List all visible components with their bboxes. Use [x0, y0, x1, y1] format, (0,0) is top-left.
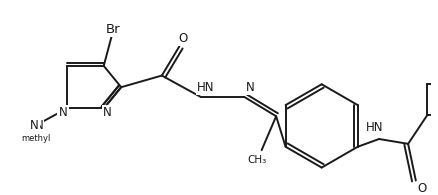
Text: O: O	[179, 32, 188, 45]
Text: N: N	[35, 119, 43, 132]
Text: methyl: methyl	[21, 134, 51, 143]
Text: N: N	[246, 81, 254, 94]
Text: HN: HN	[365, 121, 383, 134]
Text: HN: HN	[197, 81, 214, 94]
Text: O: O	[417, 182, 426, 195]
Text: CH₃: CH₃	[247, 155, 266, 165]
Text: N: N	[59, 106, 67, 119]
Text: Br: Br	[106, 23, 121, 35]
Text: N: N	[103, 106, 112, 119]
Text: N: N	[30, 119, 39, 132]
